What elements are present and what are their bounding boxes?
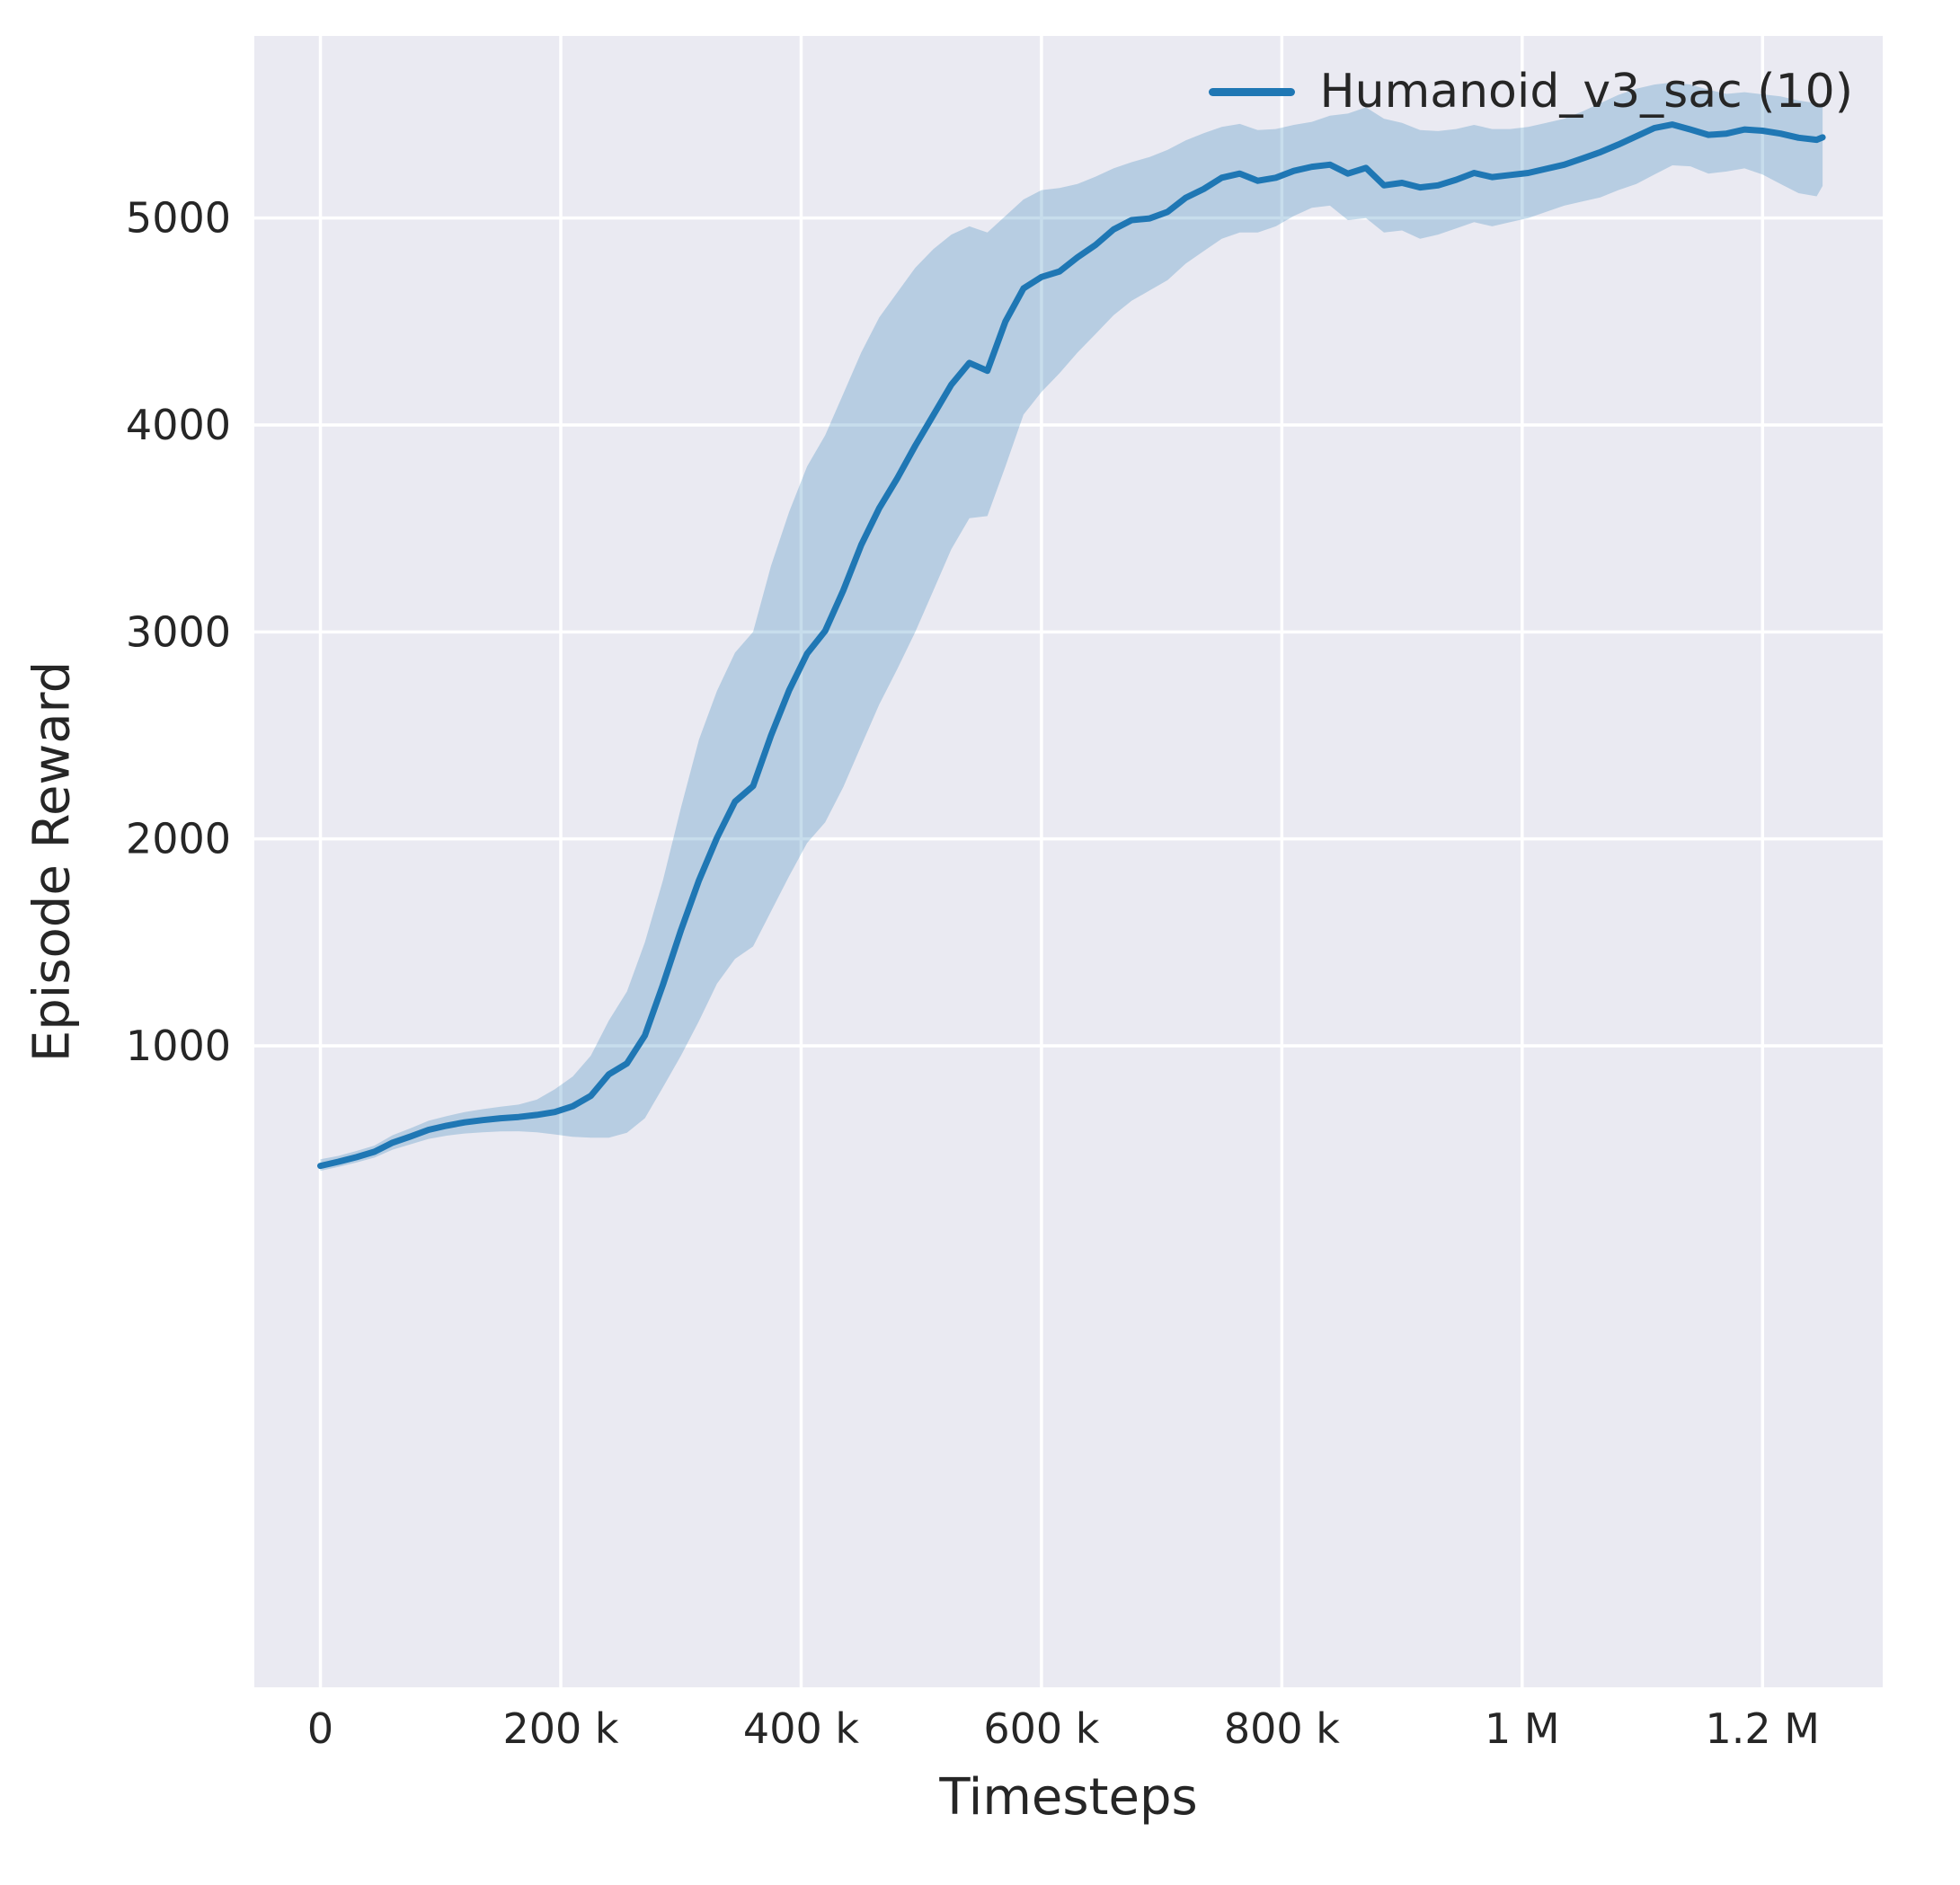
x-tick-label: 0	[307, 1704, 333, 1753]
x-tick-label: 1 M	[1485, 1704, 1560, 1753]
y-tick-label: 4000	[126, 401, 231, 449]
x-axis-title: Timesteps	[939, 1768, 1198, 1827]
y-tick-label: 3000	[126, 607, 231, 656]
x-tick-label: 200 k	[502, 1704, 618, 1753]
y-axis-title: Episode Reward	[22, 660, 82, 1063]
y-tick-label: 1000	[126, 1022, 231, 1070]
legend-label: Humanoid_v3_sac (10)	[1319, 65, 1853, 119]
x-tick-label: 1.2 M	[1706, 1704, 1820, 1753]
y-tick-label: 5000	[126, 194, 231, 243]
legend-line-swatch	[1208, 87, 1295, 96]
x-tick-label: 400 k	[743, 1704, 859, 1753]
x-tick-label: 800 k	[1224, 1704, 1340, 1753]
mean-line	[317, 121, 1826, 1170]
y-tick-label: 2000	[126, 815, 231, 863]
x-tick-label: 600 k	[983, 1704, 1099, 1753]
legend: Humanoid_v3_sac (10)	[1208, 65, 1853, 119]
plot-background	[254, 36, 1883, 1687]
confidence-band	[320, 82, 1823, 1172]
